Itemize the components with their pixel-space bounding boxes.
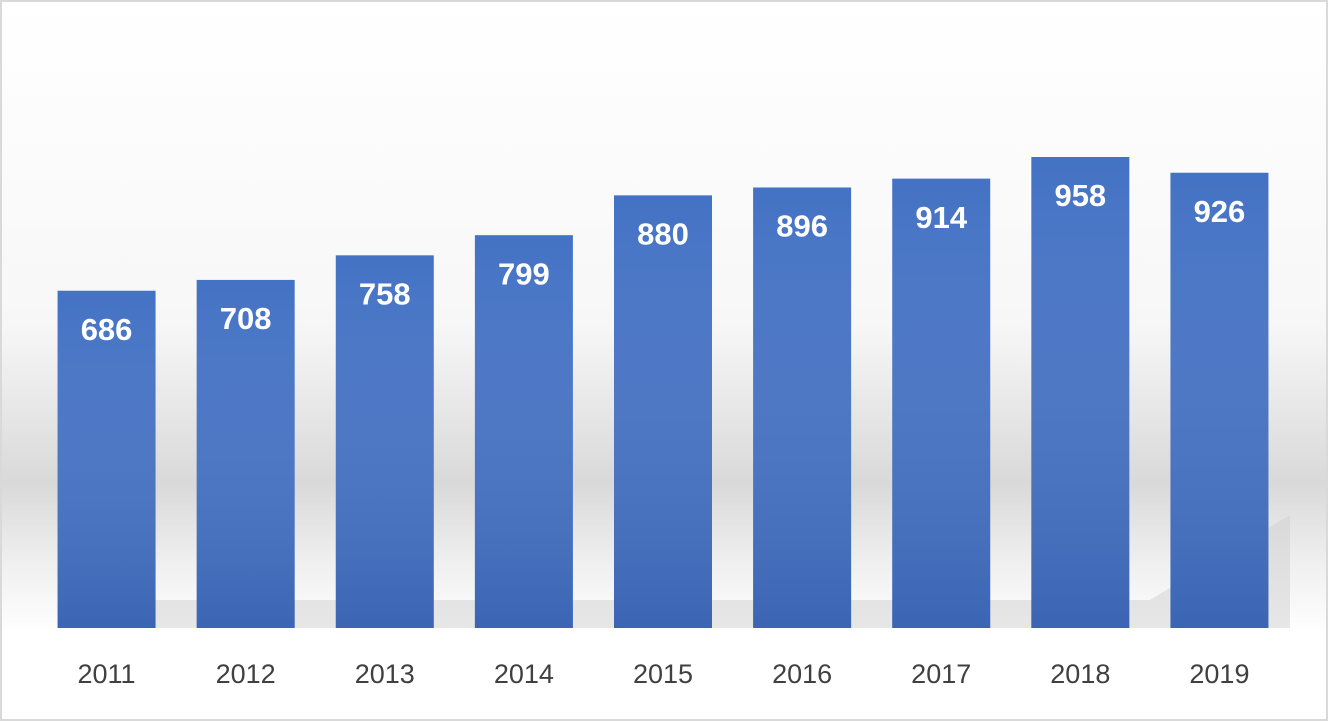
- data-label: 896: [776, 209, 828, 244]
- bar-shade: [892, 178, 991, 628]
- bar-shade: [753, 187, 852, 629]
- bar-shade: [196, 279, 295, 628]
- bar-shade: [474, 235, 573, 628]
- x-tick-label: 2013: [355, 659, 415, 689]
- bar-shade: [614, 195, 712, 629]
- x-tick-label: 2017: [911, 659, 971, 689]
- x-tick-label: 2014: [494, 659, 554, 689]
- bar-shade: [1031, 157, 1130, 628]
- x-tick-label: 2018: [1050, 659, 1110, 689]
- data-label: 799: [498, 256, 550, 291]
- bar-shade: [57, 290, 156, 628]
- bar-shade: [335, 255, 434, 629]
- data-label: 914: [915, 200, 967, 235]
- data-label: 880: [637, 217, 689, 252]
- data-label: 758: [359, 277, 411, 312]
- data-label: 958: [1054, 178, 1106, 213]
- x-tick-label: 2015: [633, 659, 693, 689]
- x-tick-label: 2016: [772, 659, 832, 689]
- x-tick-label: 2011: [78, 659, 136, 689]
- data-label: 926: [1194, 194, 1246, 229]
- x-tick-label: 2012: [216, 659, 276, 689]
- x-tick-label: 2019: [1189, 659, 1249, 689]
- data-label: 708: [220, 301, 272, 336]
- data-label: 686: [81, 312, 133, 347]
- bar-shade: [1170, 172, 1269, 628]
